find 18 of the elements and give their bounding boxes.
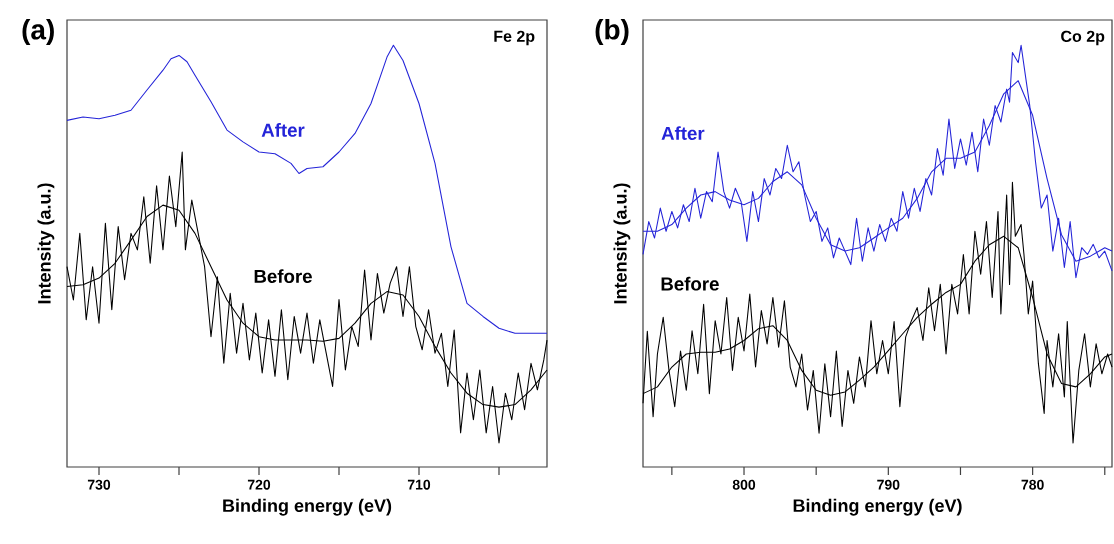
x-tick-label: 720 (247, 479, 271, 490)
series-label: Before (661, 276, 719, 291)
series-label: Before (254, 269, 312, 283)
y-axis-title: Intensity (a.u.) (613, 183, 631, 304)
y-axis-title: Intensity (a.u.) (37, 183, 55, 304)
x-tick-label: 730 (87, 479, 111, 490)
series-label: After (661, 126, 705, 140)
x-tick-label: 790 (877, 479, 900, 490)
x-axis-title: Binding energy (eV) (223, 498, 392, 516)
text: Fe 2p (494, 30, 535, 46)
x-tick-label: 780 (1021, 479, 1044, 490)
x-tick-label: 710 (407, 479, 431, 490)
text: Co 2p (1061, 30, 1105, 46)
x-tick-label: 800 (732, 479, 756, 490)
text: (a) (22, 19, 54, 46)
text: (b) (595, 19, 629, 46)
series-label: After (261, 123, 305, 137)
x-axis-title: Binding energy (eV) (793, 498, 962, 516)
